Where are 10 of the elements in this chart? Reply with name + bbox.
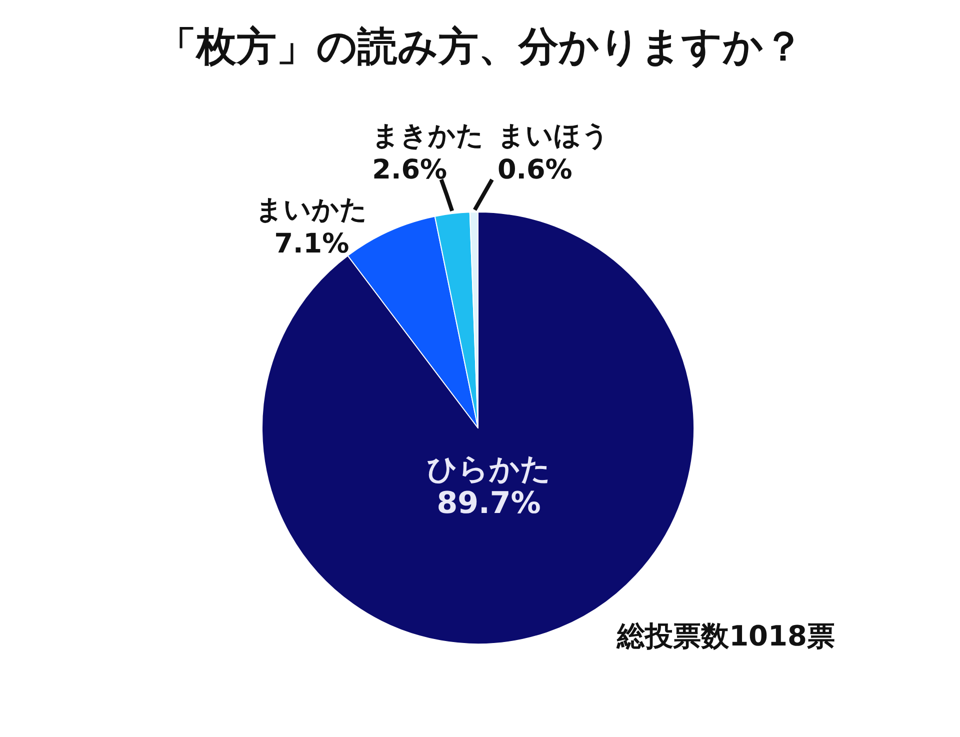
data-label: 0.6% [497, 154, 572, 186]
data-label: 7.1% [274, 228, 350, 260]
text: 総投票数1018票 [616, 620, 836, 652]
slice-label: ひらかた [426, 452, 551, 487]
data-label: 2.6% [372, 154, 448, 186]
slice-label: まきかた [372, 120, 484, 152]
slice-label: まいかた [256, 194, 368, 226]
slice-label: まいほう [497, 120, 610, 152]
chart-title: 「枚方」の読み方、分かりますか？ [156, 24, 804, 70]
data-label: 89.7% [436, 486, 541, 521]
